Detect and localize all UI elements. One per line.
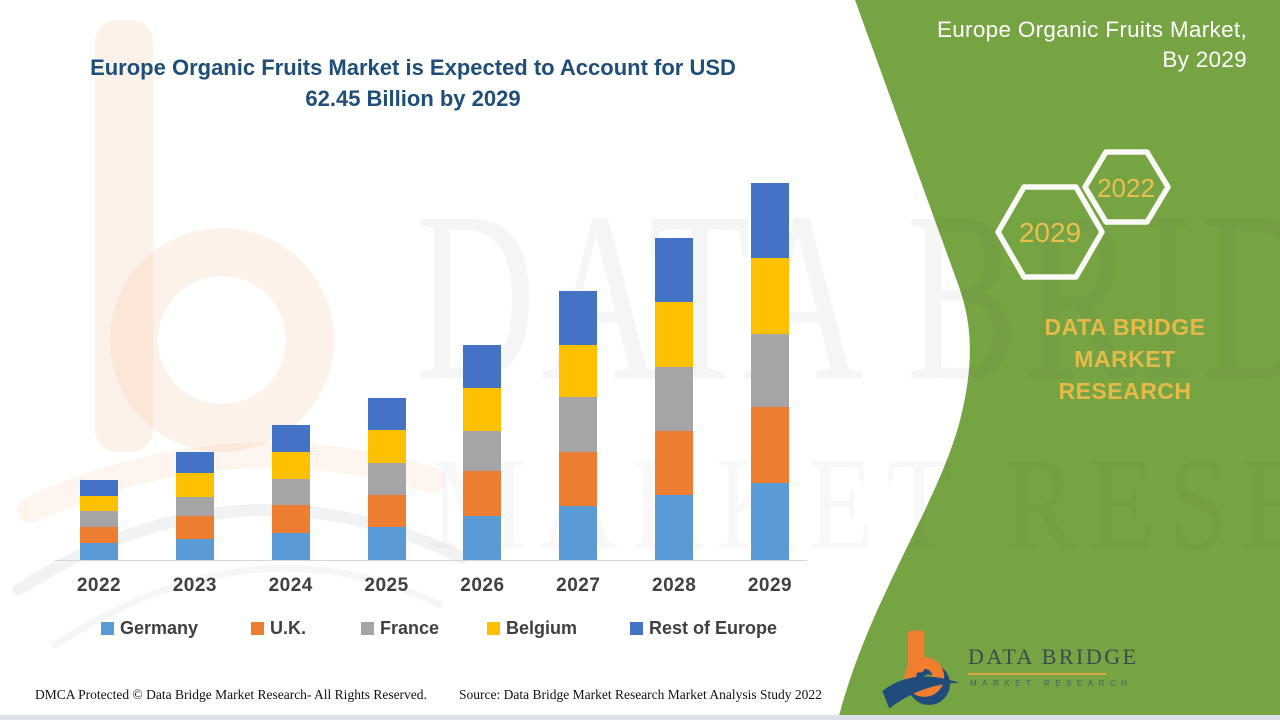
bar-segment-u-k--2024 bbox=[271, 505, 310, 533]
bar-segment-germany-2026 bbox=[463, 515, 502, 560]
bar-segment-rest-of-europe-2028 bbox=[655, 238, 694, 302]
x-axis-label-2023: 2023 bbox=[172, 575, 217, 596]
x-axis-line bbox=[55, 560, 807, 561]
bar-segment-france-2029 bbox=[750, 333, 789, 407]
bar-segment-belgium-2029 bbox=[750, 258, 789, 334]
legend-item-belgium: Belgium bbox=[487, 618, 577, 639]
bar-segment-germany-2023 bbox=[175, 538, 214, 560]
legend-label: Germany bbox=[120, 618, 199, 638]
legend-item-france: France bbox=[361, 618, 439, 639]
brand-text: DATA BRIDGE MARKET RESEARCH bbox=[1000, 311, 1250, 407]
bar-segment-belgium-2028 bbox=[655, 301, 694, 367]
x-axis-label-2022: 2022 bbox=[76, 575, 122, 596]
dmca-notice: DMCA Protected © Data Bridge Market Rese… bbox=[35, 687, 427, 702]
chart-title-line2: 62.45 Billion by 2029 bbox=[305, 86, 521, 111]
hexagon-2022: 2022 bbox=[1082, 149, 1171, 225]
bar-segment-france-2027 bbox=[559, 396, 598, 453]
bar-segment-germany-2029 bbox=[750, 482, 789, 560]
source-note: Source: Data Bridge Market Research Mark… bbox=[459, 687, 822, 702]
legend-label: U.K. bbox=[270, 618, 306, 638]
brand-text-line2: RESEARCH bbox=[1058, 378, 1192, 404]
legend-item-rest-of-europe: Rest of Europe bbox=[630, 618, 777, 639]
bar-segment-u-k--2022 bbox=[80, 526, 118, 544]
legend-swatch-icon bbox=[101, 622, 114, 635]
side-panel-title-line1: Europe Organic Fruits Market, bbox=[936, 17, 1247, 42]
bar-segment-germany-2024 bbox=[271, 532, 310, 560]
hexagon-2022-label: 2022 bbox=[1097, 173, 1155, 203]
side-panel-title: Europe Organic Fruits Market, By 2029 bbox=[917, 15, 1247, 75]
bar-segment-u-k--2023 bbox=[175, 515, 214, 539]
x-axis-label-2024: 2024 bbox=[268, 575, 313, 596]
bar-segment-rest-of-europe-2024 bbox=[271, 424, 310, 453]
legend-item-u-k-: U.K. bbox=[251, 618, 306, 639]
legend-swatch-icon bbox=[251, 622, 264, 635]
bar-segment-belgium-2027 bbox=[559, 344, 598, 397]
bar-segment-germany-2028 bbox=[655, 494, 694, 560]
bar-segment-france-2022 bbox=[80, 510, 118, 527]
side-panel-title-line2: By 2029 bbox=[1162, 47, 1247, 72]
bar-segment-france-2024 bbox=[271, 478, 310, 506]
bar-segment-u-k--2025 bbox=[367, 495, 406, 527]
bar-segment-rest-of-europe-2025 bbox=[367, 397, 406, 431]
x-axis-label-2029: 2029 bbox=[747, 575, 793, 596]
bar-segment-rest-of-europe-2029 bbox=[750, 183, 789, 259]
legend-label: Rest of Europe bbox=[649, 618, 778, 638]
brand-text-line1: DATA BRIDGE MARKET bbox=[1044, 314, 1206, 372]
bar-segment-france-2028 bbox=[655, 366, 694, 431]
legend-label: Belgium bbox=[506, 618, 578, 638]
hexagon-2029: 2029 bbox=[995, 184, 1105, 280]
bar-segment-belgium-2024 bbox=[271, 452, 310, 479]
chart-title: Europe Organic Fruits Market is Expected… bbox=[60, 52, 766, 114]
chart-title-line1: Europe Organic Fruits Market is Expected… bbox=[90, 55, 736, 80]
bar-segment-belgium-2025 bbox=[367, 430, 406, 463]
x-axis-label-2025: 2025 bbox=[364, 575, 409, 596]
legend-swatch-icon bbox=[487, 622, 500, 635]
bar-segment-rest-of-europe-2022 bbox=[80, 480, 118, 496]
legend-label: France bbox=[380, 618, 440, 638]
bar-segment-rest-of-europe-2027 bbox=[559, 290, 598, 345]
x-axis-label-2028: 2028 bbox=[652, 575, 697, 596]
bar-segment-france-2025 bbox=[367, 462, 406, 496]
hexagon-2029-label: 2029 bbox=[1019, 217, 1081, 248]
stacked-bar-chart: 2022 2023 2024 2025 2026 2027 2028 2029 bbox=[55, 183, 807, 596]
bar-segment-germany-2022 bbox=[80, 543, 118, 560]
legend-swatch-icon bbox=[630, 622, 643, 635]
footer-logo-b-icon bbox=[882, 630, 960, 709]
x-axis-label-2027: 2027 bbox=[556, 575, 601, 596]
footer-logo-subtitle: MARKET RESEARCH bbox=[970, 679, 1133, 688]
bar-segment-u-k--2028 bbox=[655, 430, 694, 495]
bar-segment-france-2026 bbox=[463, 430, 502, 472]
footer-logo: DATA BRIDGE MARKET RESEARCH bbox=[880, 628, 1136, 716]
bar-segment-belgium-2023 bbox=[175, 473, 214, 497]
bar-segment-germany-2027 bbox=[559, 505, 598, 560]
bar-segment-u-k--2027 bbox=[559, 452, 598, 506]
footer-logo-underline bbox=[968, 673, 1106, 675]
bar-segment-rest-of-europe-2026 bbox=[463, 344, 502, 389]
bar-segment-belgium-2022 bbox=[80, 495, 118, 511]
bar-segment-rest-of-europe-2023 bbox=[175, 452, 214, 474]
chart-legend: Germany U.K. France Belgium Rest of Europe bbox=[0, 618, 860, 640]
x-axis-label-2026: 2026 bbox=[460, 575, 505, 596]
bar-segment-u-k--2029 bbox=[750, 406, 789, 483]
legend-swatch-icon bbox=[361, 622, 374, 635]
bar-segment-germany-2025 bbox=[367, 526, 406, 560]
bar-segment-u-k--2026 bbox=[463, 471, 502, 516]
bar-segment-belgium-2026 bbox=[463, 388, 502, 431]
footer-logo-name: DATA BRIDGE bbox=[968, 644, 1139, 669]
legend-item-germany: Germany bbox=[101, 618, 198, 639]
bottom-edge-strip bbox=[0, 715, 1280, 720]
bar-segment-france-2023 bbox=[175, 496, 214, 516]
